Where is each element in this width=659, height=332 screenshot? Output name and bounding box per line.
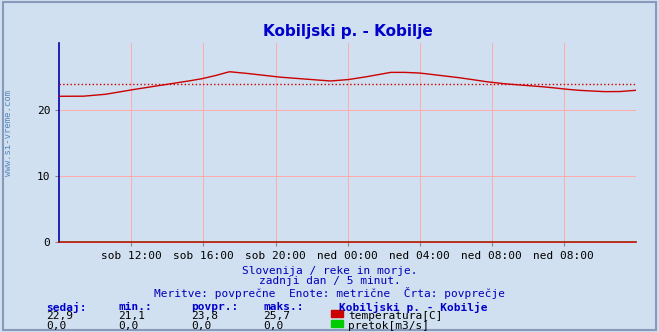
Text: povpr.:: povpr.: (191, 302, 239, 312)
Text: 25,7: 25,7 (264, 311, 291, 321)
Text: 0,0: 0,0 (191, 321, 212, 331)
Text: 0,0: 0,0 (119, 321, 139, 331)
Text: Kobiljski p. - Kobilje: Kobiljski p. - Kobilje (339, 302, 488, 313)
Text: 22,9: 22,9 (46, 311, 73, 321)
Text: pretok[m3/s]: pretok[m3/s] (348, 321, 429, 331)
Text: www.si-vreme.com: www.si-vreme.com (4, 90, 13, 176)
Text: Meritve: povprečne  Enote: metrične  Črta: povprečje: Meritve: povprečne Enote: metrične Črta:… (154, 287, 505, 299)
Text: zadnji dan / 5 minut.: zadnji dan / 5 minut. (258, 276, 401, 286)
Text: maks.:: maks.: (264, 302, 304, 312)
Text: temperatura[C]: temperatura[C] (348, 311, 442, 321)
Text: 21,1: 21,1 (119, 311, 146, 321)
Text: 0,0: 0,0 (46, 321, 67, 331)
Title: Kobiljski p. - Kobilje: Kobiljski p. - Kobilje (263, 24, 432, 39)
Text: sedaj:: sedaj: (46, 302, 86, 313)
Text: min.:: min.: (119, 302, 152, 312)
Text: Slovenija / reke in morje.: Slovenija / reke in morje. (242, 266, 417, 276)
Text: 0,0: 0,0 (264, 321, 284, 331)
Text: 23,8: 23,8 (191, 311, 218, 321)
